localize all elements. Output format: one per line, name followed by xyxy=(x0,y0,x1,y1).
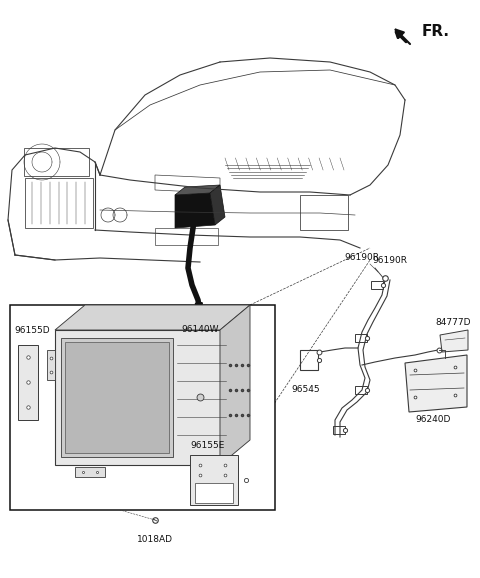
Text: 96545: 96545 xyxy=(292,385,320,394)
Bar xyxy=(47,350,55,380)
Polygon shape xyxy=(210,185,225,225)
Polygon shape xyxy=(175,185,220,195)
Bar xyxy=(300,195,348,230)
Text: 96155E: 96155E xyxy=(190,441,224,450)
Polygon shape xyxy=(440,330,468,352)
Text: 1018AD: 1018AD xyxy=(137,535,173,544)
Bar xyxy=(371,281,383,289)
Bar xyxy=(55,330,220,465)
Bar xyxy=(195,483,233,503)
Text: 96155D: 96155D xyxy=(14,326,49,335)
Bar xyxy=(355,334,367,342)
Text: 96140W: 96140W xyxy=(181,325,219,334)
Bar xyxy=(18,345,38,420)
Bar xyxy=(61,338,173,457)
Bar xyxy=(25,178,93,228)
Bar xyxy=(355,386,367,394)
Bar xyxy=(65,342,169,453)
Text: 84777D: 84777D xyxy=(435,318,470,327)
Polygon shape xyxy=(175,193,215,228)
Text: 96190R: 96190R xyxy=(345,253,380,262)
Polygon shape xyxy=(405,355,467,412)
Bar xyxy=(10,305,275,510)
Polygon shape xyxy=(220,305,250,465)
Text: 96240D: 96240D xyxy=(415,415,450,424)
Bar xyxy=(75,467,105,477)
Polygon shape xyxy=(55,305,250,330)
Bar xyxy=(190,455,238,505)
Text: 96190R: 96190R xyxy=(372,256,407,265)
Bar xyxy=(333,426,345,434)
Bar xyxy=(24,148,89,176)
Text: FR.: FR. xyxy=(422,24,450,39)
Bar xyxy=(300,350,318,370)
